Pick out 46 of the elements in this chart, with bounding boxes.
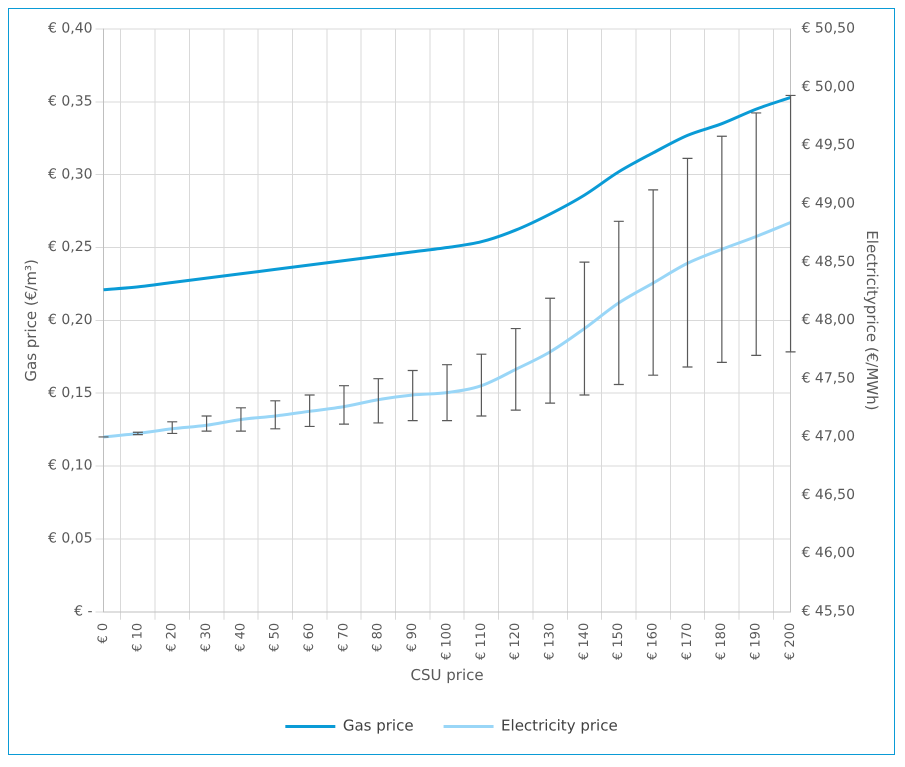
y2-tick-label: € 50,50: [802, 20, 855, 37]
y2-tick-label: € 47,50: [802, 370, 855, 386]
x-tick-label: € 130: [542, 622, 558, 660]
x-tick-label: € 110: [474, 622, 489, 660]
x-tick-label: € 30: [198, 622, 214, 652]
y2-tick-label: € 49,50: [802, 137, 855, 154]
y2-axis-title: Electricityprice (€/MWh): [863, 230, 882, 410]
legend-label: Electricity price: [501, 716, 618, 734]
x-axis-title: CSU price: [410, 666, 484, 684]
x-tick-label: € 160: [646, 622, 661, 660]
x-tick-label: € 0: [96, 622, 111, 644]
x-tick-label: € 70: [336, 622, 352, 652]
x-tick-label: € 60: [302, 622, 318, 652]
y-tick-label: € 0,15: [48, 384, 93, 401]
x-tick-label: € 170: [680, 622, 695, 660]
x-tick-label: € 150: [611, 622, 626, 660]
y-tick-label: € 0,05: [48, 530, 93, 547]
y2-tick-label: € 49,00: [802, 195, 855, 212]
x-tick-label: € 10: [130, 622, 146, 652]
x-tick-label: € 140: [576, 622, 592, 660]
y2-tick-label: € 48,50: [802, 254, 855, 270]
x-tick-label: € 120: [508, 622, 524, 660]
x-tick-label: € 90: [405, 622, 420, 652]
x-tick-label: € 200: [782, 622, 798, 660]
x-tick-label: € 100: [439, 622, 454, 660]
y2-tick-label: € 48,00: [802, 312, 855, 328]
y-axis-title: Gas price (€/m³): [22, 259, 40, 382]
y-tick-label: € 0,10: [48, 458, 93, 474]
y-tick-label: € 0,25: [48, 239, 93, 256]
y2-tick-label: € 47,00: [802, 428, 855, 445]
legend-label: Gas price: [342, 716, 414, 734]
y-tick-label: € -: [74, 603, 93, 620]
y2-tick-label: € 46,50: [802, 486, 855, 503]
y-tick-label: € 0,30: [48, 166, 93, 182]
x-tick-label: € 190: [748, 622, 764, 660]
y-tick-label: € 0,40: [48, 20, 93, 37]
x-tick-label: € 50: [268, 622, 283, 652]
x-tick-label: € 40: [233, 622, 248, 652]
x-tick-label: € 20: [164, 622, 180, 652]
x-tick-label: € 180: [714, 622, 730, 660]
y-tick-label: € 0,20: [48, 312, 93, 328]
y2-tick-label: € 50,00: [802, 78, 855, 95]
y2-tick-label: € 45,50: [802, 603, 855, 620]
y-tick-label: € 0,35: [48, 93, 93, 110]
y2-tick-label: € 46,00: [802, 545, 855, 562]
x-tick-label: € 80: [370, 622, 386, 652]
